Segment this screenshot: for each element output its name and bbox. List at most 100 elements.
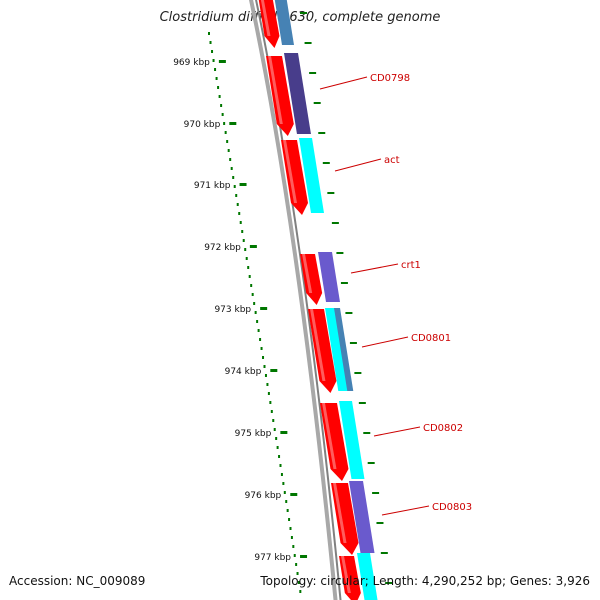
- ruler-dot: [286, 509, 289, 512]
- ruler-dot: [215, 77, 218, 80]
- ruler-dot: [212, 59, 215, 62]
- ruler-dot: [242, 239, 245, 242]
- gene-callout-line: [373, 426, 421, 437]
- ruler-dot: [262, 356, 265, 359]
- ruler-tick-label: 977 kbp: [254, 553, 291, 563]
- ruler-dot: [293, 554, 296, 557]
- track-mark: [322, 162, 330, 164]
- ruler-dot: [279, 464, 282, 467]
- ruler-tick-label: 969 kbp: [173, 58, 210, 68]
- gene-callout-line: [334, 158, 382, 172]
- gene-label-cd0803: CD0803: [432, 502, 472, 513]
- gene-annotation-band: [357, 553, 378, 600]
- gene-label-crt1: crt1: [401, 260, 421, 271]
- ruler-dot: [235, 194, 238, 197]
- gene-arrow-cd0802-highlight: [322, 403, 337, 469]
- gene-label-cd0801: CD0801: [411, 333, 451, 344]
- ruler-dot: [296, 572, 299, 575]
- track-mark: [300, 12, 307, 14]
- ruler-dot: [236, 203, 239, 206]
- ruler-dot: [290, 536, 293, 539]
- track-mark: [309, 72, 317, 74]
- ruler-dot: [248, 275, 251, 278]
- ruler-dot: [223, 122, 226, 125]
- backbone-line: [249, 0, 338, 600]
- ruler-dot: [244, 248, 247, 251]
- gene-annotation-band: [274, 0, 294, 45]
- ruler-tick-label: 975 kbp: [235, 429, 272, 439]
- gene-annotation-band: [349, 481, 375, 553]
- gene-annotation-band: [339, 401, 365, 479]
- ruler-dot: [238, 212, 241, 215]
- ruler-tick-label: 976 kbp: [245, 491, 282, 501]
- ruler-dot: [221, 113, 224, 116]
- gene-annotation-band: [318, 252, 340, 302]
- ruler-dot: [285, 500, 288, 503]
- track-mark: [340, 282, 348, 284]
- ruler-dot: [233, 185, 236, 188]
- ruler-dot: [280, 473, 283, 476]
- ruler-dot: [208, 32, 210, 35]
- track-mark: [354, 372, 362, 374]
- ruler-dot: [272, 419, 275, 422]
- ruler-tick: [249, 245, 257, 248]
- gene-label-cd0798: CD0798: [370, 73, 410, 84]
- track-mark: [372, 492, 380, 494]
- ruler-tick-label: 974 kbp: [225, 367, 262, 377]
- gene-arrow-highlight: [341, 556, 351, 593]
- gene-arrow-cd0798-highlight: [268, 56, 283, 124]
- ruler-dot: [273, 428, 276, 431]
- ruler-dot: [260, 347, 263, 350]
- ruler-tick: [280, 431, 288, 434]
- gene-annotation-band: [299, 138, 324, 213]
- gene-annotation-band: [334, 308, 354, 391]
- map-title: Clostridium difficile 630, complete geno…: [159, 10, 441, 25]
- ruler-tick-label: 973 kbp: [214, 305, 251, 315]
- ruler-dot: [251, 293, 254, 296]
- ruler-tick: [229, 122, 237, 125]
- gene-callout-line: [350, 263, 399, 274]
- ruler-dot: [266, 383, 269, 386]
- ruler-tick: [300, 555, 308, 558]
- gene-annotation-band: [284, 53, 311, 134]
- ruler-dot: [226, 140, 229, 143]
- ruler-dot: [232, 176, 235, 179]
- ruler-dot: [259, 338, 262, 341]
- ruler-tick: [290, 493, 298, 496]
- ruler-tick-label: 972 kbp: [204, 243, 241, 253]
- ruler-labels: 969 kbp 970 kbp 971 kbp 972 kbp 973 kbp 974 k…: [173, 58, 291, 563]
- ruler-dot: [256, 320, 259, 323]
- ruler-tick: [239, 183, 247, 186]
- ruler-dot: [229, 158, 232, 161]
- track-mark: [363, 432, 371, 434]
- gene-callout-line: [361, 336, 409, 348]
- ruler-dot: [297, 581, 300, 584]
- gene-arrow-highlight: [260, 0, 271, 36]
- ruler-dot: [289, 527, 292, 530]
- ruler-tick: [270, 369, 278, 372]
- ruler-dot: [241, 230, 244, 233]
- gene-labels: CD0798 act crt1 CD0801 CD0802 CD0803: [319, 73, 472, 516]
- track-mark: [345, 312, 353, 314]
- genome-summary-text: Topology: circular; Length: 4,290,252 bp…: [260, 574, 590, 588]
- ruler-dots: [208, 32, 302, 593]
- ruler-dot: [267, 392, 270, 395]
- ruler-dot: [270, 410, 273, 413]
- track-mark: [318, 132, 326, 134]
- gene-label-act: act: [384, 155, 400, 166]
- ruler-dot: [224, 131, 227, 134]
- track-mark: [349, 342, 357, 344]
- gene-arrow-crt1-highlight: [302, 254, 313, 293]
- ruler-dot: [282, 482, 285, 485]
- track-mark: [304, 42, 312, 44]
- ruler-dot: [254, 311, 257, 314]
- track-mark: [367, 462, 375, 464]
- ruler-dot: [245, 257, 248, 260]
- ruler-dot: [257, 329, 260, 332]
- track-mark: [376, 522, 384, 524]
- ruler-dot: [275, 437, 278, 440]
- ruler-dot: [227, 149, 230, 152]
- ruler-dot: [278, 455, 281, 458]
- track-mark: [336, 252, 344, 254]
